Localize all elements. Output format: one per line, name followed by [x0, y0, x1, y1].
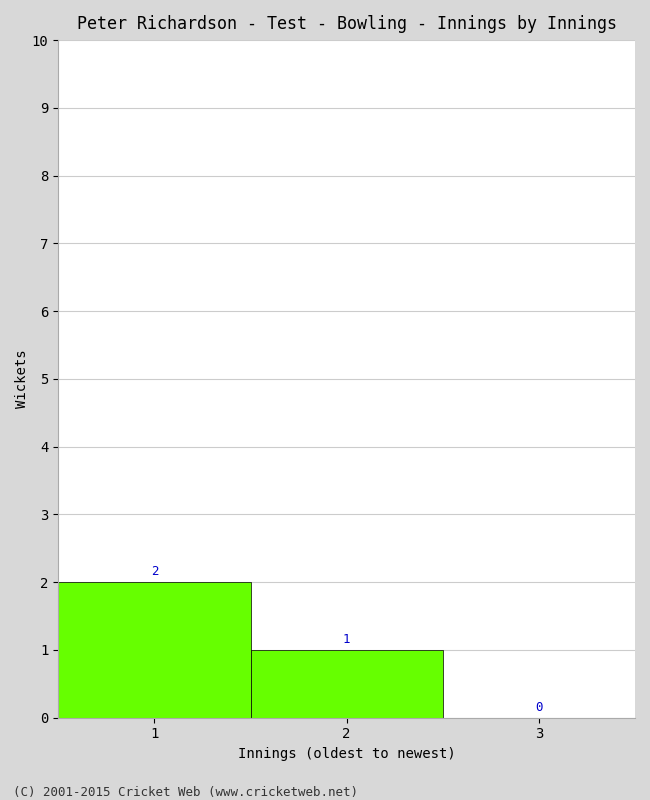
Title: Peter Richardson - Test - Bowling - Innings by Innings: Peter Richardson - Test - Bowling - Inni…	[77, 15, 617, 33]
Bar	[250, 650, 443, 718]
Text: 1: 1	[343, 633, 350, 646]
Text: (C) 2001-2015 Cricket Web (www.cricketweb.net): (C) 2001-2015 Cricket Web (www.cricketwe…	[13, 786, 358, 799]
X-axis label: Innings (oldest to newest): Innings (oldest to newest)	[238, 747, 456, 761]
Text: 0: 0	[535, 701, 543, 714]
Y-axis label: Wickets: Wickets	[15, 350, 29, 408]
Bar	[58, 582, 250, 718]
Text: 2: 2	[151, 565, 158, 578]
